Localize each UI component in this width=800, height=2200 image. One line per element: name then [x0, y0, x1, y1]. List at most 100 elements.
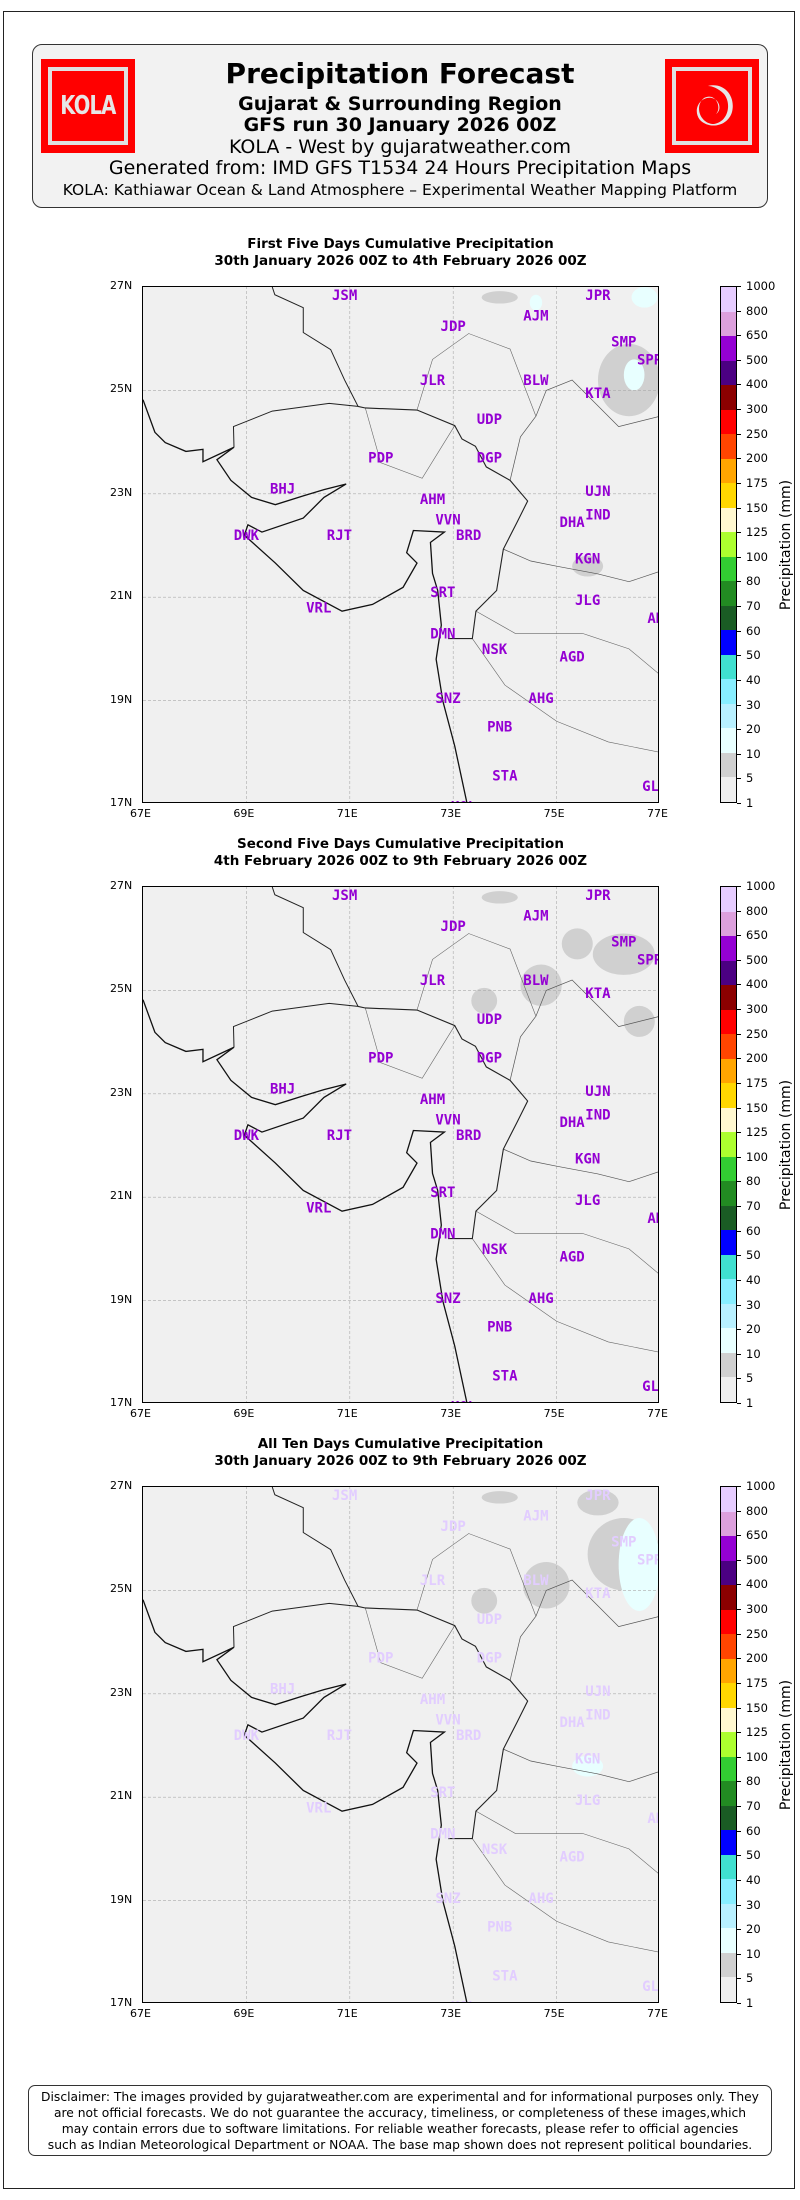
y-tick-label: 25N [110, 382, 133, 396]
colorbar-bin [721, 911, 736, 937]
colorbar-tick [737, 556, 741, 558]
district-boundary [475, 1810, 658, 1874]
city-label: KOL [451, 2000, 476, 2003]
colorbar-bin [721, 1609, 736, 1635]
y-tick-label: 19N [110, 1292, 133, 1306]
kola-logo: KOLA [41, 59, 135, 153]
precip-patch [471, 1587, 498, 1614]
city-label: DGP [477, 1651, 502, 1667]
city-label: PNB [487, 719, 512, 735]
colorbar [720, 886, 737, 1403]
colorbar-bin [721, 1560, 736, 1586]
colorbar-tick-label: 100 [746, 549, 768, 564]
district-boundary [503, 1148, 658, 1183]
colorbar-tick-label: 50 [746, 1848, 761, 1863]
city-label: DHA [559, 1715, 585, 1731]
colorbar-tick [737, 1486, 741, 1487]
x-tick-label: 69E [233, 2007, 255, 2020]
colorbar-bin [721, 605, 736, 631]
colorbar-tick-label: 500 [746, 1552, 768, 1567]
colorbar-tick [737, 1181, 741, 1183]
colorbar-tick [737, 433, 741, 435]
colorbar-bin [721, 1487, 736, 1512]
coastline [143, 399, 468, 802]
city-label: SPR [637, 352, 659, 368]
city-label: BRD [456, 1128, 481, 1144]
city-label: GLB [642, 1379, 659, 1395]
state-boundary [357, 1005, 529, 1240]
colorbar-tick-label: 1 [746, 1996, 754, 2010]
city-label: PDP [368, 1051, 393, 1067]
city-label: STA [492, 769, 518, 785]
colorbar-tick-label: 1000 [746, 879, 776, 893]
colorbar-tick-label: 20 [746, 722, 761, 737]
colorbar-tick-label: 800 [746, 1503, 768, 1518]
colorbar-tick [737, 1206, 741, 1208]
colorbar-bin [721, 777, 736, 802]
colorbar-tick-label: 400 [746, 1577, 768, 1592]
city-label: KGN [575, 1751, 600, 1767]
colorbar-tick [737, 1978, 741, 1980]
y-tick-label: 17N [110, 1396, 133, 1409]
colorbar-bin [721, 679, 736, 704]
city-label: PDP [368, 451, 393, 467]
colorbar-tick [737, 910, 741, 912]
colorbar-bin [721, 556, 736, 582]
district-boundary [416, 333, 537, 417]
city-label: SNZ [435, 1291, 460, 1307]
x-tick-label: 67E [130, 807, 151, 820]
colorbar-tick-label: 800 [746, 903, 768, 918]
colorbar-tick [737, 704, 741, 706]
colorbar-tick-label: 20 [746, 1922, 761, 1937]
city-label: AGD [559, 1850, 584, 1866]
colorbar-bin [721, 703, 736, 729]
city-label: KTA [585, 386, 611, 402]
colorbar-tick [737, 1904, 741, 1906]
precip-patch [529, 294, 543, 311]
colorbar-tick-label: 5 [746, 1971, 754, 1986]
panel-title: Second Five Days Cumulative Precipitatio… [142, 836, 659, 870]
x-tick-label: 77E [647, 2007, 668, 2020]
city-label: AHG [528, 1291, 553, 1307]
city-label: BHJ [270, 1682, 295, 1698]
header-box: KOLA Precipitation Forecast Gujarat & Su… [32, 44, 768, 208]
colorbar-tick [737, 1830, 741, 1832]
kola-logo-text: KOLA [60, 91, 116, 121]
colorbar-bin [721, 532, 736, 557]
colorbar-bin [721, 1377, 736, 1402]
city-label: UJN [585, 1084, 610, 1100]
colorbar-tick [737, 310, 741, 312]
colorbar-tick [737, 1707, 741, 1709]
city-label: KGN [575, 1151, 600, 1167]
colorbar-bin [721, 1928, 736, 1953]
city-label: JDP [441, 319, 466, 335]
colorbar-bin [721, 1903, 736, 1929]
district-boundary [509, 379, 658, 481]
colorbar-tick-label: 100 [746, 1149, 768, 1164]
colorbar-tick [737, 1559, 741, 1561]
y-tick-label: 23N [110, 485, 133, 499]
colorbar-tick [737, 1279, 741, 1281]
x-tick-label: 67E [130, 2007, 151, 2020]
colorbar-tick [737, 1353, 741, 1355]
city-label: IND [585, 507, 610, 523]
city-label: BLW [523, 1573, 549, 1589]
y-tick-label: 23N [110, 1085, 133, 1099]
colorbar-bin [721, 360, 736, 386]
colorbar-bin [721, 654, 736, 680]
city-label: JLG [575, 1793, 600, 1809]
colorbar-bin [721, 385, 736, 410]
colorbar-tick-label: 70 [746, 1199, 761, 1214]
city-label: STA [492, 1969, 518, 1985]
colorbar-bin [721, 1107, 736, 1133]
city-label: JLG [575, 593, 600, 609]
y-tick-label: 21N [110, 1789, 133, 1803]
colorbar-bin [721, 887, 736, 912]
colorbar-tick-label: 1000 [746, 279, 776, 293]
city-label: NSK [482, 1242, 508, 1258]
colorbar-tick-label: 300 [746, 1002, 768, 1017]
city-label: VVN [435, 513, 460, 529]
coastline [143, 1599, 468, 2002]
colorbar-tick-label: 5 [746, 1371, 754, 1386]
colorbar-bin [721, 581, 736, 606]
